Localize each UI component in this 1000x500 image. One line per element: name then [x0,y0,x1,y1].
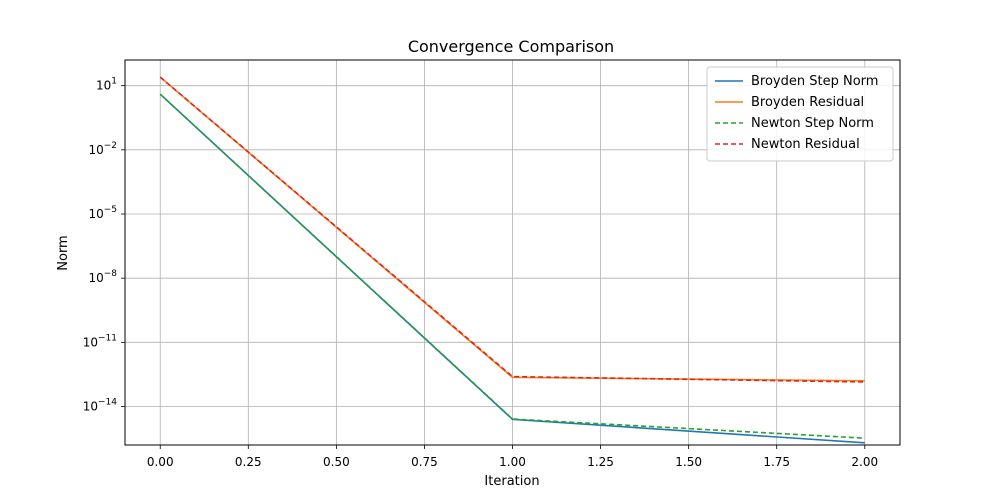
x-tick-label: 1.75 [763,455,790,469]
x-tick-label: 0.00 [147,455,174,469]
x-tick-label: 0.75 [411,455,438,469]
y-tick-base: 10 [88,207,103,221]
y-tick-label: 10−11 [83,333,117,349]
series-line-2 [159,93,865,439]
y-tick-label: 10−8 [88,269,117,285]
y-tick-exponent: −5 [104,205,117,215]
legend-entry-label: Newton Residual [751,137,860,152]
x-tick-label: 1.50 [675,455,702,469]
y-tick-label: 10−14 [83,398,118,414]
y-tick-exponent: 1 [111,77,117,87]
y-tick-base: 10 [88,271,103,285]
y-tick-base: 10 [88,143,103,157]
y-tick-base: 10 [83,335,98,349]
x-tick-label: 0.25 [235,455,262,469]
x-tick-label: 1.00 [499,455,526,469]
x-axis-label: Iteration [484,474,539,489]
x-tick-label: 0.50 [323,455,350,469]
legend: Broyden Step Norm Broyden Residual Newton … [706,66,894,162]
y-tick-base: 10 [96,79,111,93]
y-tick-label: 10−2 [88,141,117,157]
legend-entry-label: Newton Step Norm [751,116,874,131]
x-tick-label: 2.00 [851,455,878,469]
legend-entry-label: Broyden Step Norm [751,74,878,89]
y-tick-exponent: −8 [104,269,118,279]
series-lines [159,76,865,444]
y-tick-exponent: −14 [98,398,117,408]
y-axis-label: Norm [56,235,71,270]
x-axis-ticks: 0.00 0.25 0.50 0.75 1.00 1.25 1.50 1.75 2.00 [147,445,878,469]
y-tick-exponent: −2 [104,141,117,151]
chart-title: Convergence Comparison [408,37,614,56]
legend-entry-label: Broyden Residual [751,95,864,110]
legend-box [706,66,894,162]
y-tick-label: 10−5 [88,205,117,221]
y-tick-base: 10 [83,400,98,414]
x-tick-label: 1.25 [587,455,614,469]
y-tick-label: 101 [96,77,117,93]
y-tick-exponent: −11 [98,333,117,343]
series-line-3 [159,76,865,383]
